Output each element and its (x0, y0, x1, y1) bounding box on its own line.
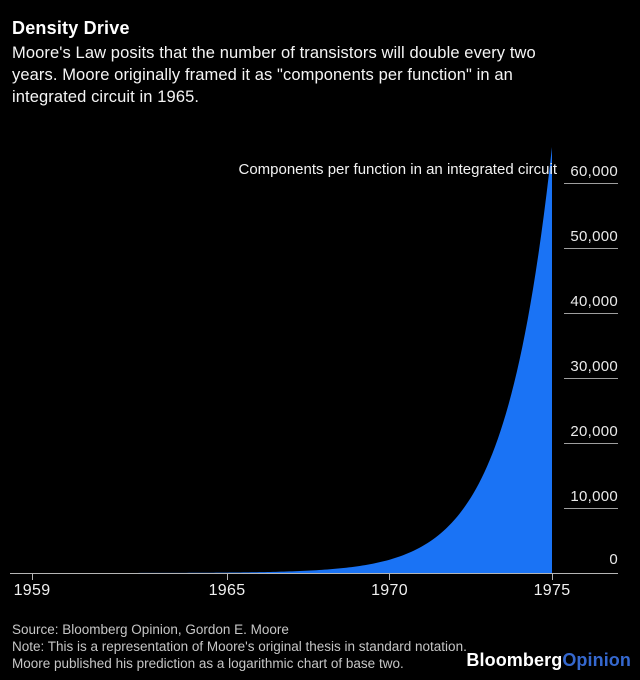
bloomberg-opinion-logo: BloombergOpinion (466, 650, 631, 671)
y-tick-label: 60,000 (570, 163, 618, 180)
note-line-2: Moore published his prediction as a loga… (12, 656, 404, 671)
series-label: Components per function in an integrated… (238, 161, 557, 178)
y-tick-line (564, 248, 618, 249)
y-tick-label: 10,000 (570, 488, 618, 505)
x-tick-mark (31, 573, 33, 580)
chart-title: Density Drive (12, 18, 130, 38)
x-tick-mark (389, 573, 390, 580)
y-tick-label: 20,000 (570, 423, 618, 440)
x-tick-mark (551, 573, 553, 580)
logo-bloomberg: Bloomberg (466, 650, 563, 670)
chart-subtitle-line-2: years. Moore originally framed it as "co… (12, 66, 513, 84)
chart-subtitle-line-1: Moore's Law posits that the number of tr… (12, 44, 536, 62)
logo-opinion: Opinion (562, 650, 631, 670)
y-tick-line (564, 443, 618, 444)
y-tick-line (564, 183, 618, 184)
x-tick-label: 1959 (13, 582, 51, 599)
y-tick-label: 40,000 (570, 293, 618, 310)
y-tick-line (564, 313, 618, 314)
y-tick-label: 0 (609, 551, 618, 568)
x-axis-line (10, 573, 618, 574)
x-tick-mark (226, 573, 228, 580)
x-tick-label: 1965 (208, 582, 246, 599)
chart-subtitle-line-3: integrated circuit in 1965. (12, 88, 200, 106)
y-tick-line (564, 378, 618, 379)
x-tick-label: 1975 (533, 582, 571, 599)
y-tick-label: 50,000 (570, 228, 618, 245)
area-series-path (32, 147, 552, 573)
y-tick-line (564, 508, 618, 509)
x-tick-label: 1970 (371, 582, 408, 599)
note-line-1: Note: This is a representation of Moore'… (12, 639, 467, 654)
y-tick-label: 30,000 (570, 358, 618, 375)
source-line: Source: Bloomberg Opinion, Gordon E. Moo… (12, 622, 289, 637)
